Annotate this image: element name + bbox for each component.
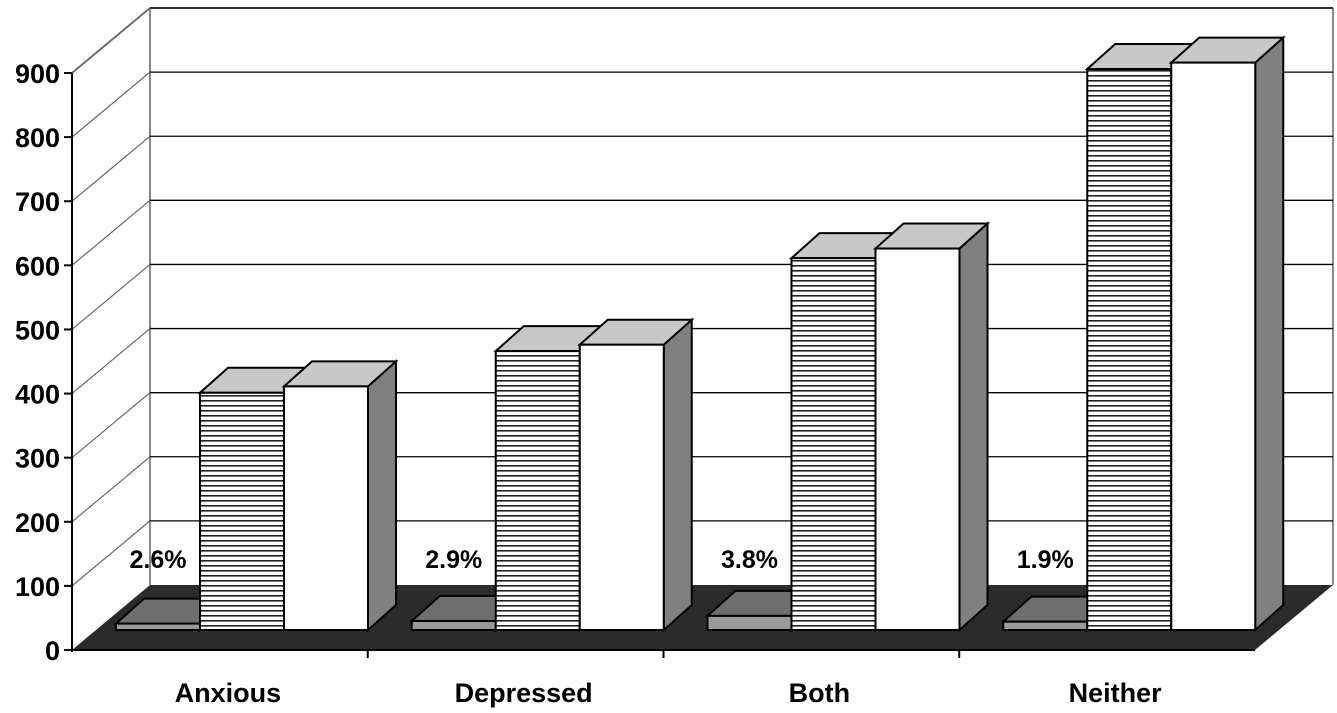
- y-tick-label: 0: [45, 636, 60, 666]
- x-category-label: Depressed: [455, 678, 593, 708]
- x-category-label: Neither: [1069, 678, 1163, 708]
- bar-white: [577, 317, 695, 633]
- gridline-side: [71, 7, 151, 74]
- bars: [113, 35, 1286, 633]
- bar-white: [1168, 35, 1286, 633]
- bar-white: [872, 221, 991, 633]
- bar-front-face: [494, 350, 581, 631]
- percent-label: 2.9%: [425, 546, 482, 574]
- gridline-side: [71, 392, 151, 459]
- gridline-side: [71, 199, 151, 266]
- x-category-label: Anxious: [175, 678, 282, 708]
- gridline-side: [71, 456, 151, 523]
- bar-front-face: [410, 620, 497, 631]
- labels: Anxious 2.6% Depressed 2.9% Both 3.8% Neither 1…: [130, 546, 1163, 708]
- bar-front-face: [1002, 620, 1089, 631]
- y-tick-label: 900: [15, 59, 60, 89]
- bar-front-face: [790, 257, 877, 631]
- gridline-side: [71, 328, 151, 395]
- gridline-side: [71, 263, 151, 330]
- bar-white: [281, 359, 399, 633]
- y-tick-label: 100: [15, 572, 60, 602]
- bar-front-face: [199, 391, 285, 631]
- y-axis: 0 100 200 300 400 500 600 700 800 900: [15, 59, 1255, 666]
- bar-front-face: [1086, 68, 1173, 632]
- y-tick-label: 400: [15, 380, 60, 410]
- bar-front-face: [283, 385, 369, 631]
- bar-front-face: [1170, 61, 1257, 632]
- gridline-side: [71, 71, 151, 138]
- bar-side-face: [958, 221, 989, 633]
- gridline-side: [71, 135, 151, 202]
- percent-label: 3.8%: [721, 546, 778, 574]
- percent-label: 1.9%: [1017, 546, 1074, 574]
- bar-side-face: [1254, 35, 1285, 633]
- y-tick-label: 500: [15, 315, 60, 345]
- bar-side-face: [662, 317, 693, 633]
- x-category-label: Both: [789, 678, 850, 708]
- y-tick-label: 800: [15, 123, 60, 153]
- y-tick-label: 300: [15, 444, 60, 474]
- y-tick-label: 200: [15, 508, 60, 538]
- bar-side-face: [367, 359, 397, 633]
- percent-label: 2.6%: [130, 546, 187, 574]
- bar-front-face: [115, 622, 201, 631]
- bar-front-face: [578, 343, 665, 631]
- y-tick-label: 700: [15, 187, 60, 217]
- bar-front-face: [874, 247, 961, 632]
- bar-front-face: [706, 614, 793, 632]
- y-tick-label: 600: [15, 251, 60, 281]
- gridline-side: [71, 520, 151, 587]
